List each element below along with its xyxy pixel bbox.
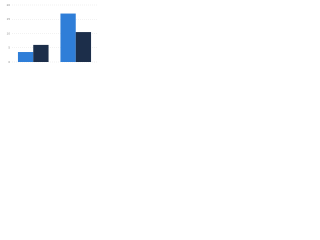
y-tick-label: 20 (7, 3, 11, 7)
y-tick-label: 15 (7, 17, 11, 21)
bar (17, 52, 34, 62)
bar (75, 32, 92, 62)
chart: 0 5 10 15 20 (7, 3, 97, 64)
y-tick-label: 5 (8, 46, 10, 50)
bar (60, 13, 76, 63)
y-tick-label: 0 (8, 60, 10, 64)
y-tick-label: 10 (7, 31, 11, 35)
bar (33, 44, 49, 62)
page: {"chart_data": {"type": "bar", "categori… (0, 0, 100, 71)
